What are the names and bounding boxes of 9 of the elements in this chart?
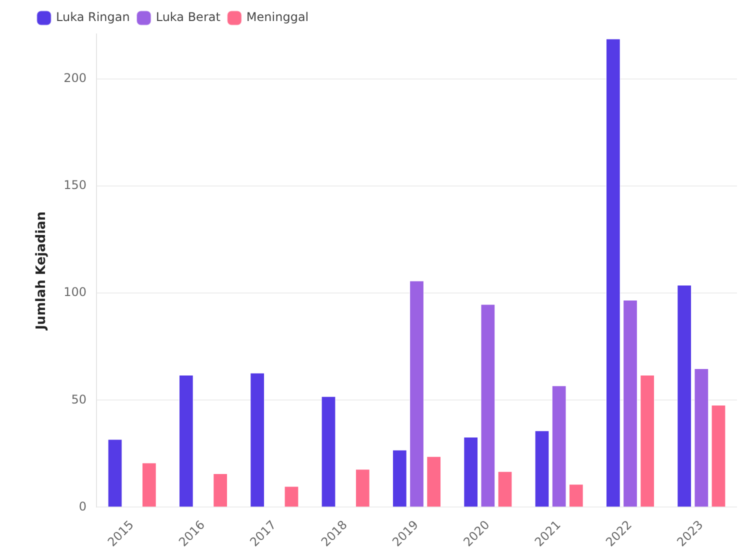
y-tick-label: 100 (64, 285, 87, 300)
y-axis-title: Jumlah Kejadian (34, 211, 50, 331)
y-tick-label: 0 (78, 499, 87, 514)
legend-label: Luka Berat (156, 10, 221, 24)
legend-label: Luka Ringan (56, 10, 130, 24)
y-tick-label: 200 (64, 71, 87, 86)
legend-label: Meninggal (246, 10, 309, 24)
y-tick-label: 50 (71, 392, 87, 406)
y-tick-label: 150 (64, 178, 87, 192)
